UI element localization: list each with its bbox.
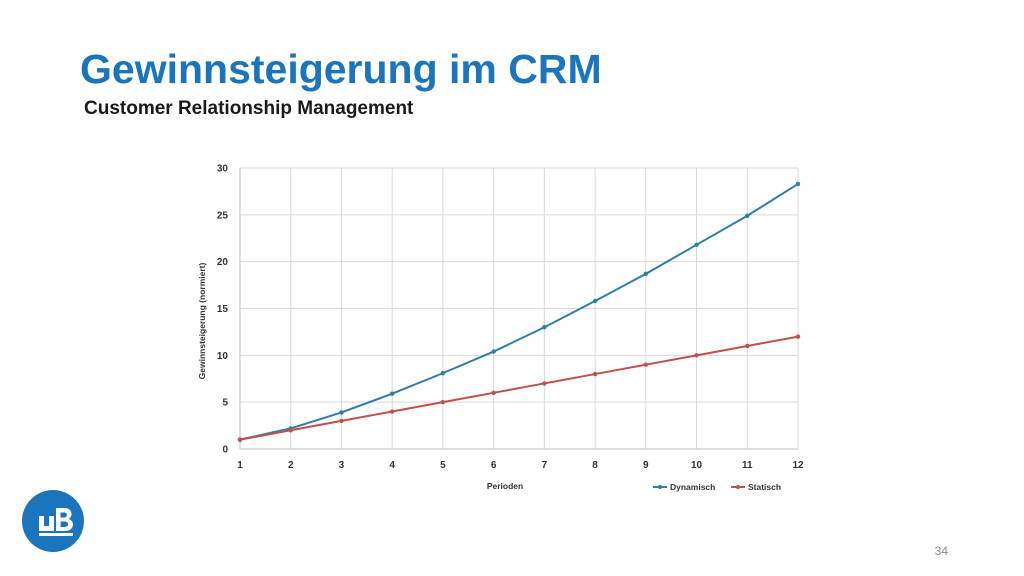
data-point-statisch xyxy=(389,409,395,414)
y-tick-label: 20 xyxy=(217,257,229,268)
y-tick-label: 15 xyxy=(217,304,229,315)
y-tick-label: 30 xyxy=(217,164,229,175)
x-tick-label: 10 xyxy=(691,460,703,471)
wb-logo xyxy=(22,490,84,552)
page-number: 34 xyxy=(934,544,948,558)
data-point-statisch xyxy=(339,418,344,424)
data-point-statisch xyxy=(592,371,598,377)
x-tick-label: 6 xyxy=(491,460,497,471)
data-point-statisch xyxy=(745,343,750,349)
x-tick-label: 12 xyxy=(792,460,804,471)
legend-label-statisch: Statisch xyxy=(748,482,781,492)
legend-label-dynamisch: Dynamisch xyxy=(670,482,715,492)
legend-marker-statisch xyxy=(736,485,740,489)
slide-subtitle: Customer Relationship Management xyxy=(84,98,414,119)
data-point-dynamisch xyxy=(440,370,446,376)
data-point-statisch xyxy=(795,334,801,339)
x-tick-label: 11 xyxy=(742,460,753,471)
x-tick-label: 1 xyxy=(237,460,243,471)
series-line-statisch xyxy=(239,335,799,441)
data-point-dynamisch xyxy=(339,410,344,415)
x-tick-label: 8 xyxy=(592,460,598,471)
data-point-statisch xyxy=(694,353,699,358)
x-tick-label: 3 xyxy=(339,460,345,471)
data-point-dynamisch xyxy=(592,298,598,304)
x-axis-label: Perioden xyxy=(487,481,523,491)
x-tick-label: 7 xyxy=(542,460,548,471)
x-tick-label: 4 xyxy=(389,460,395,471)
data-point-dynamisch xyxy=(694,242,699,248)
data-point-dynamisch xyxy=(389,391,395,396)
data-point-dynamisch xyxy=(542,325,547,330)
y-tick-label: 25 xyxy=(217,210,229,221)
x-tick-label: 2 xyxy=(288,460,294,471)
data-point-statisch xyxy=(237,437,243,442)
series-line-dynamisch xyxy=(239,183,799,441)
data-point-statisch xyxy=(440,399,446,405)
chart-legend: Dynamisch Statisch xyxy=(653,482,781,492)
data-point-dynamisch xyxy=(745,213,750,218)
slide-title: Gewinnsteigerung im CRM xyxy=(80,46,602,92)
x-tick-label: 9 xyxy=(643,460,649,471)
legend-marker-dynamisch xyxy=(658,485,662,489)
y-tick-label: 0 xyxy=(222,445,228,456)
x-tick-label: 5 xyxy=(440,460,446,471)
data-point-dynamisch xyxy=(643,271,649,277)
data-point-statisch xyxy=(288,428,293,433)
data-point-dynamisch xyxy=(491,349,496,354)
data-point-statisch xyxy=(643,362,649,367)
y-tick-label: 10 xyxy=(217,351,229,362)
data-point-dynamisch xyxy=(795,181,801,187)
y-tick-label: 5 xyxy=(222,398,228,409)
y-axis-label: Gewinnsteigerung (normiert) xyxy=(197,263,207,380)
data-point-statisch xyxy=(542,381,547,386)
data-point-statisch xyxy=(491,390,496,395)
